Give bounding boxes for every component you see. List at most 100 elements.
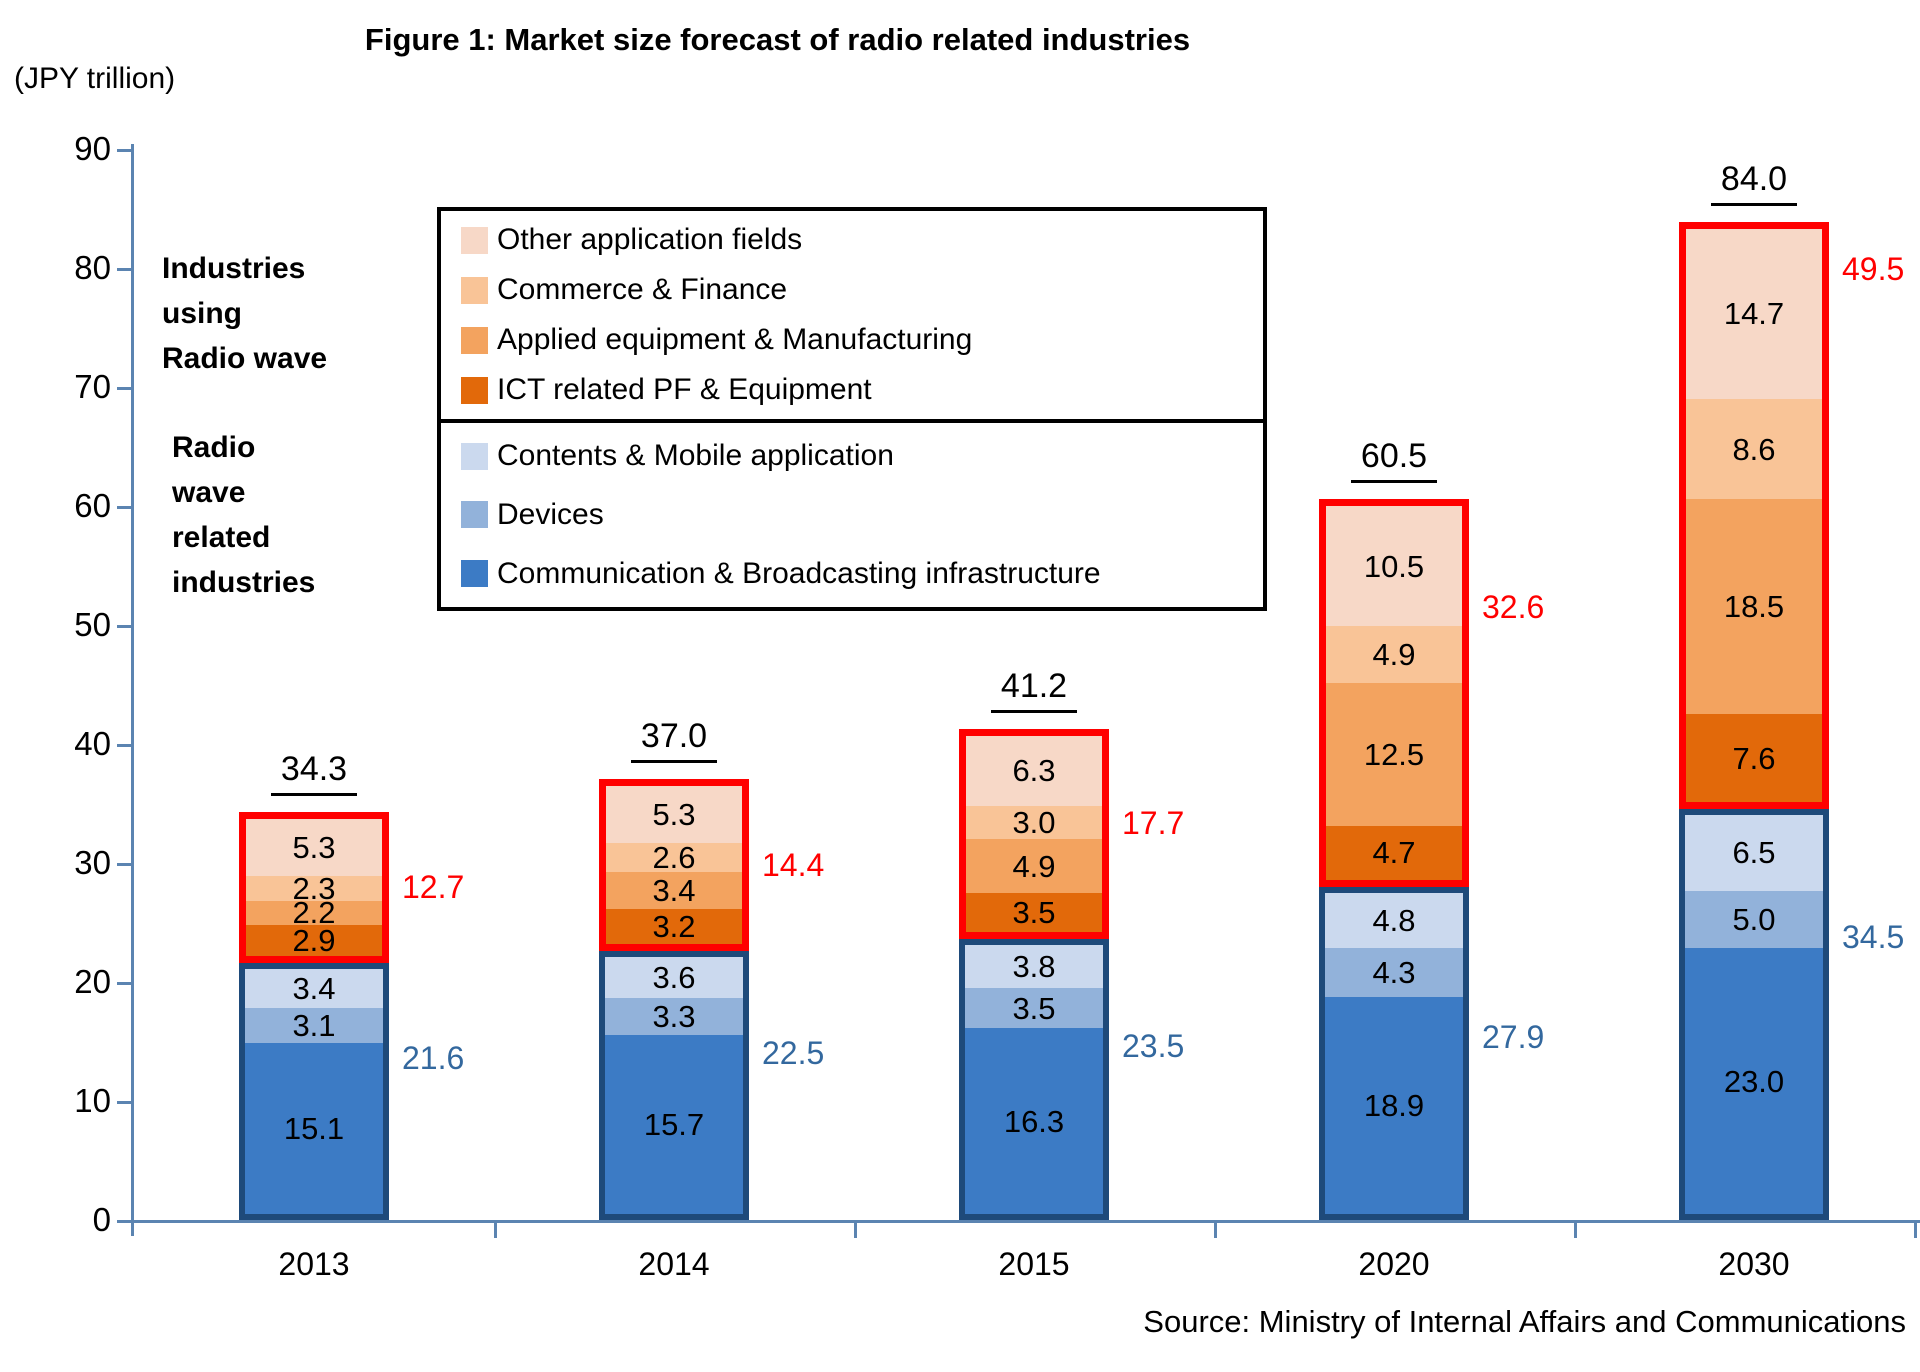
x-axis-tick <box>1914 1222 1917 1238</box>
segment-value-label: 3.6 <box>652 960 696 995</box>
segment-value-label: 18.9 <box>1363 1088 1425 1124</box>
segment-value-label: 3.1 <box>292 1007 336 1043</box>
chart-title: Figure 1: Market size forecast of radio … <box>364 22 1191 57</box>
segment: 14.7 <box>1686 228 1822 400</box>
legend-item: Applied equipment & Manufacturing <box>441 323 1263 357</box>
group-industries-using-radio-wave-2013: 5.3 2.3 2.2 2.9 <box>239 811 389 963</box>
bar-total-value: 41.2 <box>990 667 1078 713</box>
segment: 7.6 <box>1686 714 1822 803</box>
segment-value-label: 3.5 <box>1012 895 1056 931</box>
segment: 3.3 <box>605 997 743 1036</box>
group-industries-using-radio-wave-2030: 14.7 8.6 18.5 7.6 <box>1679 221 1829 810</box>
x-axis-category-label: 2030 <box>1718 1246 1790 1282</box>
x-axis-category-label: 2020 <box>1358 1246 1430 1282</box>
bar-total-value: 37.0 <box>630 717 718 763</box>
segment-value-label: 4.9 <box>1012 848 1056 884</box>
group-radio-wave-related-2013: 3.4 3.1 15.1 <box>239 962 389 1220</box>
segment-value-label: 2.6 <box>652 840 696 876</box>
segment-value-label: 10.5 <box>1363 548 1425 584</box>
segment-value-label: 23.0 <box>1723 1063 1785 1099</box>
legend-item: ICT related PF & Equipment <box>441 373 1263 407</box>
legend-item: Communication & Broadcasting infrastruct… <box>441 557 1263 591</box>
legend-item-label: Devices <box>497 497 604 531</box>
segment: 18.9 <box>1325 997 1463 1214</box>
y-axis-unit-label: (JPY trillion) <box>14 62 176 95</box>
group-label-radio-wave-related: 23.5 <box>1122 1027 1185 1064</box>
legend-item-label: Contents & Mobile application <box>497 439 894 473</box>
segment: 8.6 <box>1686 399 1822 500</box>
segment: 5.3 <box>246 818 382 877</box>
x-axis-category-label: 2014 <box>638 1246 710 1282</box>
segment-value-label: 7.6 <box>1732 740 1776 776</box>
annotation-industries-using-radio-wave: Industries using Radio wave <box>162 252 328 375</box>
group-radio-wave-related-2014: 3.6 3.3 15.7 <box>599 951 749 1220</box>
segment-value-label: 5.3 <box>292 829 336 865</box>
segment-value-label: 2.3 <box>292 870 336 906</box>
segment: 3.5 <box>965 988 1103 1029</box>
bar-total-value: 60.5 <box>1350 437 1438 483</box>
y-axis-tick-label: 30 <box>74 844 111 881</box>
bar-total-value: 84.0 <box>1710 160 1798 206</box>
segment: 3.5 <box>966 893 1102 933</box>
group-label-radio-wave-related: 27.9 <box>1482 1018 1545 1055</box>
segment: 3.1 <box>245 1007 383 1043</box>
segment-value-label: 3.0 <box>1012 804 1056 840</box>
segment-value-label: 3.4 <box>292 970 336 1006</box>
segment: 15.7 <box>605 1035 743 1214</box>
y-axis-tick <box>117 625 132 628</box>
segment-value-label: 12.5 <box>1363 736 1425 772</box>
segment: 5.0 <box>1685 890 1823 949</box>
legend-swatch-icon <box>461 442 488 470</box>
bar-total-label: 34.3 <box>214 750 414 796</box>
y-axis-tick-label: 40 <box>74 725 111 762</box>
legend-item-label: Applied equipment & Manufacturing <box>497 323 973 356</box>
legend-box-radio-wave-related: Contents & Mobile application Devices Comm… <box>437 419 1267 611</box>
segment: 16.3 <box>965 1028 1103 1214</box>
group-label-radio-wave-related: 21.6 <box>402 1040 465 1077</box>
x-axis-category-label: 2013 <box>278 1246 350 1282</box>
segment-value-label: 2.2 <box>292 895 336 931</box>
segment: 15.1 <box>245 1042 383 1214</box>
segment-value-label: 2.9 <box>292 922 336 958</box>
segment: 3.2 <box>606 909 742 945</box>
group-industries-using-radio-wave-2020: 10.5 4.9 12.5 4.7 <box>1319 498 1469 887</box>
segment: 12.5 <box>1326 682 1462 826</box>
x-axis-category-label: 2015 <box>998 1246 1070 1282</box>
group-radio-wave-related-2015: 3.8 3.5 16.3 <box>959 939 1109 1220</box>
bar-2013: 5.3 2.3 2.2 2.9 3.4 3.1 15.1 <box>239 811 389 1220</box>
y-axis-tick-label: 0 <box>92 1201 111 1238</box>
x-axis-tick <box>1574 1222 1577 1238</box>
annotation-radio-wave-related-industries: Radio wave related industries <box>172 431 316 599</box>
segment: 10.5 <box>1326 505 1462 627</box>
group-industries-using-radio-wave-2014: 5.3 2.6 3.4 3.2 <box>599 778 749 952</box>
segment-value-label: 15.7 <box>643 1107 705 1143</box>
segment-value-label: 14.7 <box>1723 296 1785 332</box>
legend-swatch-icon <box>461 376 488 404</box>
legend-swatch-icon <box>461 326 488 354</box>
legend-swatch-icon <box>461 560 488 588</box>
group-label-industries-using-radio-wave: 14.4 <box>762 846 825 883</box>
y-axis-tick-label: 90 <box>74 130 111 167</box>
segment: 3.4 <box>606 871 742 910</box>
y-axis-tick <box>117 1220 132 1223</box>
bar-total-label: 41.2 <box>934 667 1134 713</box>
segment: 6.5 <box>1685 815 1823 891</box>
group-radio-wave-related-2020: 4.8 4.3 18.9 <box>1319 886 1469 1220</box>
y-axis-tick <box>117 982 132 985</box>
legend-swatch-icon <box>461 226 488 254</box>
segment-value-label: 6.5 <box>1732 835 1776 871</box>
segment: 4.7 <box>1326 825 1462 880</box>
group-label-industries-using-radio-wave: 32.6 <box>1482 589 1545 626</box>
x-axis-line <box>131 1220 1920 1223</box>
segment: 3.0 <box>966 804 1102 840</box>
y-axis-tick-label: 50 <box>74 606 111 643</box>
segment-value-label: 3.8 <box>1012 949 1056 985</box>
y-axis-tick <box>117 268 132 271</box>
y-axis-tick <box>117 744 132 747</box>
y-axis-tick-label: 20 <box>74 963 111 1000</box>
legend-item: Other application fields <box>441 223 1263 257</box>
segment: 4.3 <box>1325 947 1463 998</box>
segment: 2.3 <box>246 870 382 906</box>
segment-value-label: 18.5 <box>1723 589 1785 625</box>
segment: 6.3 <box>966 735 1102 806</box>
